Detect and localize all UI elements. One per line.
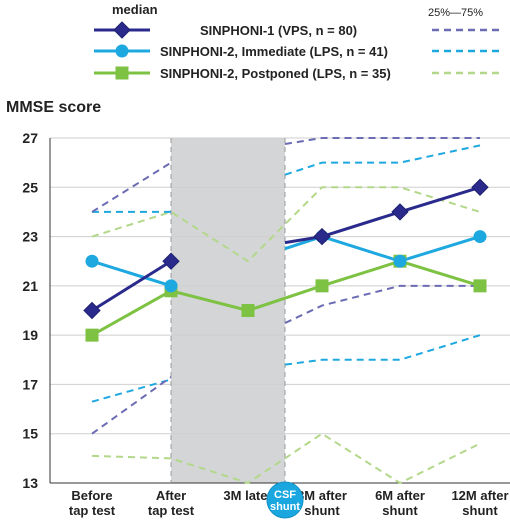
x-tick-label: 12M after shunt [451,488,508,518]
legend-label: SINPHONI-1 (VPS, n = 80) [200,23,357,38]
y-tick-label: 27 [22,130,38,146]
data-point [162,252,180,270]
y-tick-label: 21 [22,278,38,294]
range-line-q3 [91,186,481,263]
data-point [315,279,329,293]
legend-label: SINPHONI-2, Postponed (LPS, n = 35) [160,66,391,81]
median-line [91,259,481,337]
legend: median 25%—75% SINPHONI-1 (VPS, n = 80) SIN… [94,2,500,81]
legend-swatch-marker [115,66,129,80]
x-tick-label: After tap test [148,488,195,518]
range-line-q1 [91,378,172,403]
y-tick-label: 19 [22,327,38,343]
x-tick-label: 3M later [223,488,272,503]
legend-label: SINPHONI-2, Immediate (LPS, n = 41) [160,44,388,59]
range-line-q3 [284,144,481,176]
y-tick-label: 15 [22,426,38,442]
data-point [393,254,407,268]
median-line [91,259,172,288]
legend-swatch-marker [113,21,131,39]
range-line-q3 [91,161,172,213]
y-tick-label: 25 [22,179,38,195]
median-line [284,235,481,263]
shaded-region [171,138,285,483]
median-line [91,259,172,312]
y-tick-label: 23 [22,229,38,245]
csf-shunt-label: CSF shunt [270,489,300,513]
data-point [164,279,178,293]
range-line-q1 [91,432,481,484]
x-tick-label: 6M after shunt [375,488,425,518]
y-axis-label: MMSE score [6,99,101,116]
y-tick-label: 13 [22,475,38,491]
range-line-q1 [91,376,172,435]
legend-median-header: median [112,2,158,17]
data-point [391,203,409,221]
range-line-q1 [284,334,481,366]
data-point [83,301,101,320]
legend-range-header: 25%—75% [428,7,483,19]
y-tick-label: 17 [22,376,38,392]
data-point [473,230,487,244]
median-line [284,185,481,245]
plot-area: 13 15 17 19 21 23 25 27 Before tap test After tap t… [22,130,510,519]
range-line-q3 [284,137,480,146]
data-point [471,178,489,196]
data-point [241,304,255,317]
legend-swatch-marker [115,44,129,58]
csf-shunt-badge [266,481,304,519]
data-point [85,254,99,268]
data-point [313,227,331,246]
data-point [85,328,99,342]
x-tick-label: Before tap test [69,488,116,518]
x-tick-label: 3M after shunt [297,488,347,518]
data-point [473,279,487,293]
range-line-q1 [284,284,480,324]
